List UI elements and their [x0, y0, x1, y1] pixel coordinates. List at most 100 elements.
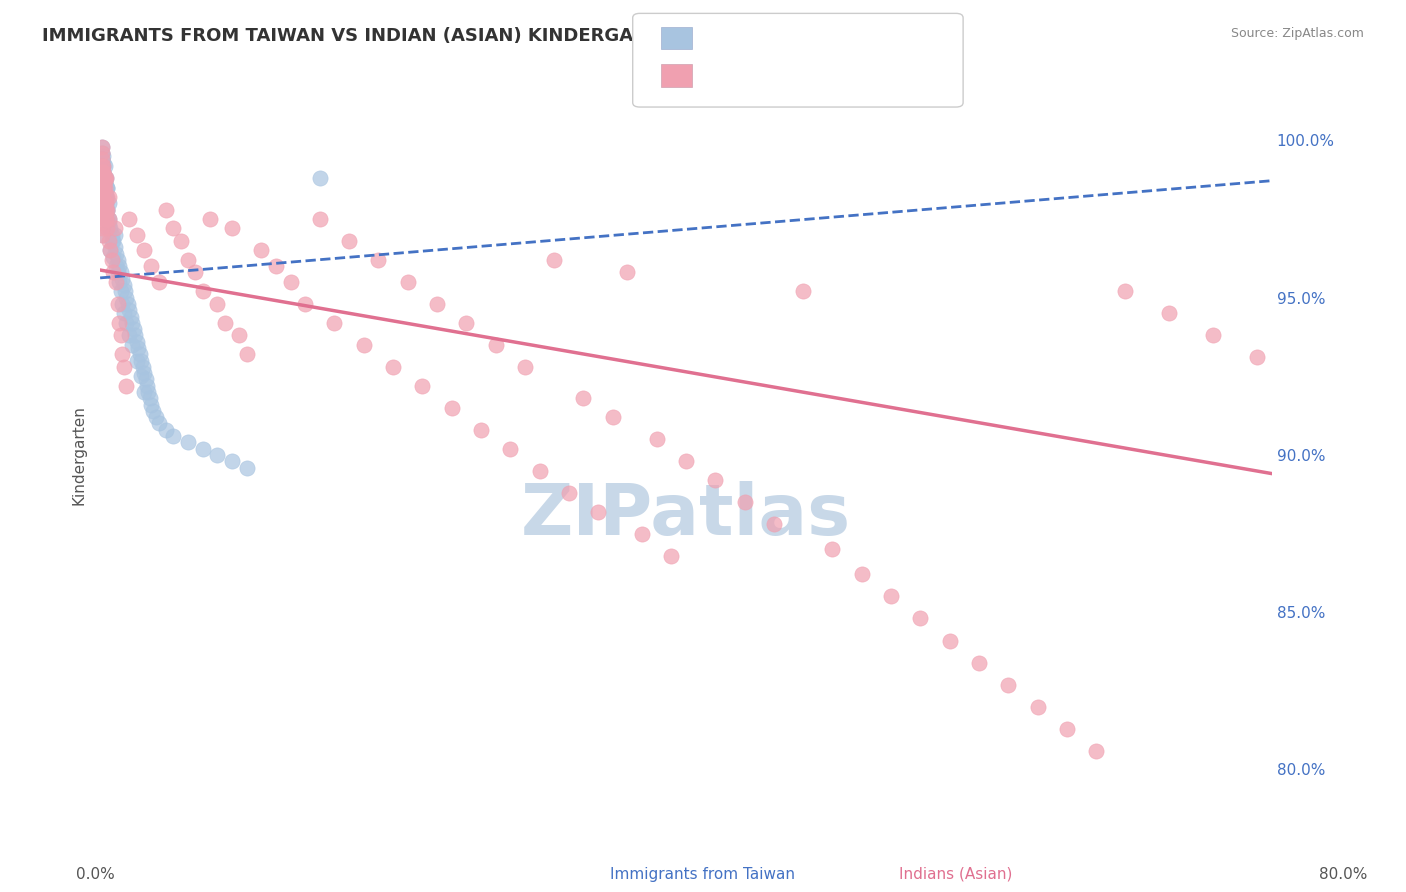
Point	[131, 359, 153, 374]
Point	[90, 145, 112, 160]
Text: Indians (Asian): Indians (Asian)	[900, 867, 1012, 881]
Point	[115, 316, 138, 330]
Point	[91, 180, 114, 194]
Point	[382, 359, 405, 374]
Point	[115, 291, 138, 305]
Point	[96, 190, 118, 204]
Point	[91, 149, 114, 163]
Point	[112, 306, 135, 320]
Point	[108, 259, 131, 273]
Point	[97, 190, 120, 204]
Point	[108, 275, 131, 289]
Point	[762, 517, 785, 532]
Point	[91, 171, 114, 186]
Point	[104, 240, 127, 254]
Point	[558, 485, 581, 500]
Point	[114, 285, 136, 299]
Point	[93, 171, 115, 186]
Point	[851, 567, 873, 582]
Point	[142, 404, 165, 418]
Point	[128, 347, 150, 361]
Point	[207, 297, 229, 311]
Point	[93, 174, 115, 188]
Point	[90, 221, 112, 235]
Point	[97, 221, 120, 235]
Point	[94, 171, 117, 186]
Point	[115, 378, 138, 392]
Point	[177, 252, 200, 267]
Point	[125, 227, 148, 242]
Point	[118, 212, 141, 227]
Text: R =: R =	[703, 69, 731, 83]
Point	[91, 196, 114, 211]
Text: R =: R =	[703, 31, 731, 45]
Point	[1026, 699, 1049, 714]
Point	[411, 378, 433, 392]
Point	[107, 252, 129, 267]
Point	[110, 265, 132, 279]
Point	[704, 473, 727, 487]
Point	[94, 212, 117, 227]
Point	[90, 171, 112, 186]
Point	[1114, 285, 1136, 299]
Point	[353, 338, 375, 352]
Point	[110, 285, 132, 299]
Point	[910, 611, 932, 625]
Point	[821, 542, 844, 557]
Point	[661, 549, 683, 563]
Point	[111, 297, 134, 311]
Point	[308, 171, 330, 186]
Point	[96, 202, 118, 217]
Point	[93, 159, 115, 173]
Point	[125, 334, 148, 349]
Point	[91, 165, 114, 179]
Point	[121, 338, 143, 352]
Point	[141, 398, 163, 412]
Point	[94, 196, 117, 211]
Point	[90, 145, 112, 160]
Point	[90, 139, 112, 153]
Point	[1085, 743, 1108, 757]
Point	[162, 221, 184, 235]
Point	[90, 215, 112, 229]
Point	[93, 212, 115, 227]
Point	[141, 259, 163, 273]
Point	[235, 460, 257, 475]
Point	[1202, 328, 1225, 343]
Point	[90, 178, 112, 192]
Point	[103, 265, 125, 279]
Point	[97, 212, 120, 227]
Point	[96, 209, 118, 223]
Point	[97, 196, 120, 211]
Point	[125, 353, 148, 368]
Point	[112, 359, 135, 374]
Point	[93, 171, 115, 186]
Point	[120, 310, 142, 324]
Point	[135, 372, 157, 386]
Point	[96, 202, 118, 217]
Text: 80.0%: 80.0%	[1319, 867, 1367, 881]
Point	[207, 448, 229, 462]
Point	[228, 328, 250, 343]
Point	[127, 341, 149, 355]
Point	[543, 252, 565, 267]
Point	[107, 265, 129, 279]
Point	[191, 285, 214, 299]
Point	[122, 322, 145, 336]
Point	[93, 178, 115, 192]
Point	[117, 297, 139, 311]
Point	[94, 171, 117, 186]
Point	[96, 221, 118, 235]
Text: Immigrants from Taiwan: Immigrants from Taiwan	[610, 867, 796, 881]
Point	[100, 221, 122, 235]
Point	[105, 246, 128, 260]
Point	[308, 212, 330, 227]
Point	[440, 401, 463, 415]
Point	[91, 165, 114, 179]
Point	[148, 275, 170, 289]
Text: Source: ZipAtlas.com: Source: ZipAtlas.com	[1230, 27, 1364, 40]
Point	[111, 272, 134, 286]
Point	[880, 590, 903, 604]
Text: 0.032: 0.032	[756, 31, 804, 45]
Point	[105, 259, 128, 273]
